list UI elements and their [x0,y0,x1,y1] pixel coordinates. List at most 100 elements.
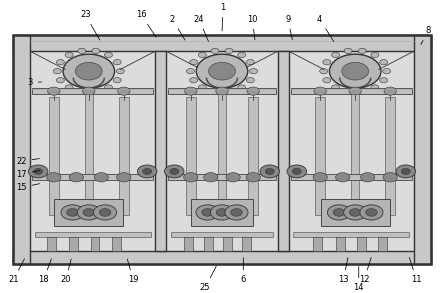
Circle shape [56,59,64,65]
Text: 24: 24 [194,15,209,41]
Text: 12: 12 [359,258,371,284]
Circle shape [342,62,369,80]
Circle shape [113,59,121,65]
Circle shape [202,209,213,216]
Circle shape [99,209,111,216]
Circle shape [188,99,194,103]
Bar [378,237,387,251]
Circle shape [216,87,228,95]
Circle shape [92,89,100,94]
Circle shape [320,69,328,74]
Circle shape [344,48,352,54]
Circle shape [198,52,206,57]
Circle shape [104,52,112,57]
Circle shape [209,62,235,80]
Circle shape [48,87,60,95]
Bar [13,35,431,264]
Circle shape [198,85,206,90]
Circle shape [380,59,388,65]
Circle shape [317,99,323,103]
Circle shape [118,87,130,95]
Circle shape [56,78,64,83]
Circle shape [238,52,246,57]
Circle shape [190,78,198,83]
Circle shape [266,168,274,174]
Text: 23: 23 [80,10,100,40]
Circle shape [65,85,73,90]
Circle shape [75,62,102,80]
Bar [223,237,232,251]
Circle shape [333,209,345,216]
Circle shape [383,173,397,182]
Circle shape [65,52,73,57]
Bar [112,237,121,251]
Bar [13,251,431,264]
Circle shape [67,209,78,216]
Circle shape [196,205,219,220]
Bar [55,199,123,226]
Circle shape [226,173,240,182]
Circle shape [210,205,234,220]
Bar [291,174,412,180]
Circle shape [349,209,361,216]
Bar [184,237,193,251]
Circle shape [190,59,198,65]
Bar [155,51,166,251]
Circle shape [83,87,95,95]
Circle shape [327,205,350,220]
Bar [313,237,322,251]
Circle shape [137,165,157,178]
Bar [168,174,275,180]
Circle shape [69,173,83,182]
Circle shape [28,165,48,178]
Circle shape [344,205,367,220]
Bar [13,35,431,264]
Circle shape [361,173,375,182]
Circle shape [332,85,340,90]
Circle shape [53,69,61,74]
Text: 13: 13 [338,258,349,284]
Circle shape [186,69,194,74]
Text: 14: 14 [353,266,364,292]
Circle shape [231,209,242,216]
Circle shape [211,48,219,54]
Bar [336,237,345,251]
Circle shape [211,89,219,94]
Circle shape [47,173,61,182]
Bar [321,199,389,226]
Circle shape [314,87,326,95]
Text: 25: 25 [200,266,216,292]
Circle shape [238,85,246,90]
Circle shape [366,209,377,216]
Circle shape [371,52,379,57]
Circle shape [116,69,124,74]
Text: 21: 21 [8,259,24,284]
Circle shape [352,99,358,103]
Text: 9: 9 [285,15,293,40]
Circle shape [380,78,388,83]
Circle shape [94,205,117,220]
Text: 16: 16 [136,10,156,37]
Bar [35,232,151,237]
Circle shape [92,48,100,54]
Bar [32,174,153,180]
Text: 22: 22 [16,157,40,166]
Circle shape [78,89,86,94]
Circle shape [63,54,115,88]
Circle shape [387,99,393,103]
Bar [168,88,275,94]
Circle shape [329,54,381,88]
Circle shape [246,173,260,182]
Circle shape [225,48,233,54]
Circle shape [260,165,280,178]
Circle shape [313,173,327,182]
Bar [170,232,273,237]
Circle shape [83,209,95,216]
Circle shape [287,165,306,178]
Bar [293,232,409,237]
Circle shape [246,59,254,65]
Circle shape [323,59,331,65]
Bar [32,88,153,94]
Bar [204,237,213,251]
Bar [291,88,412,94]
